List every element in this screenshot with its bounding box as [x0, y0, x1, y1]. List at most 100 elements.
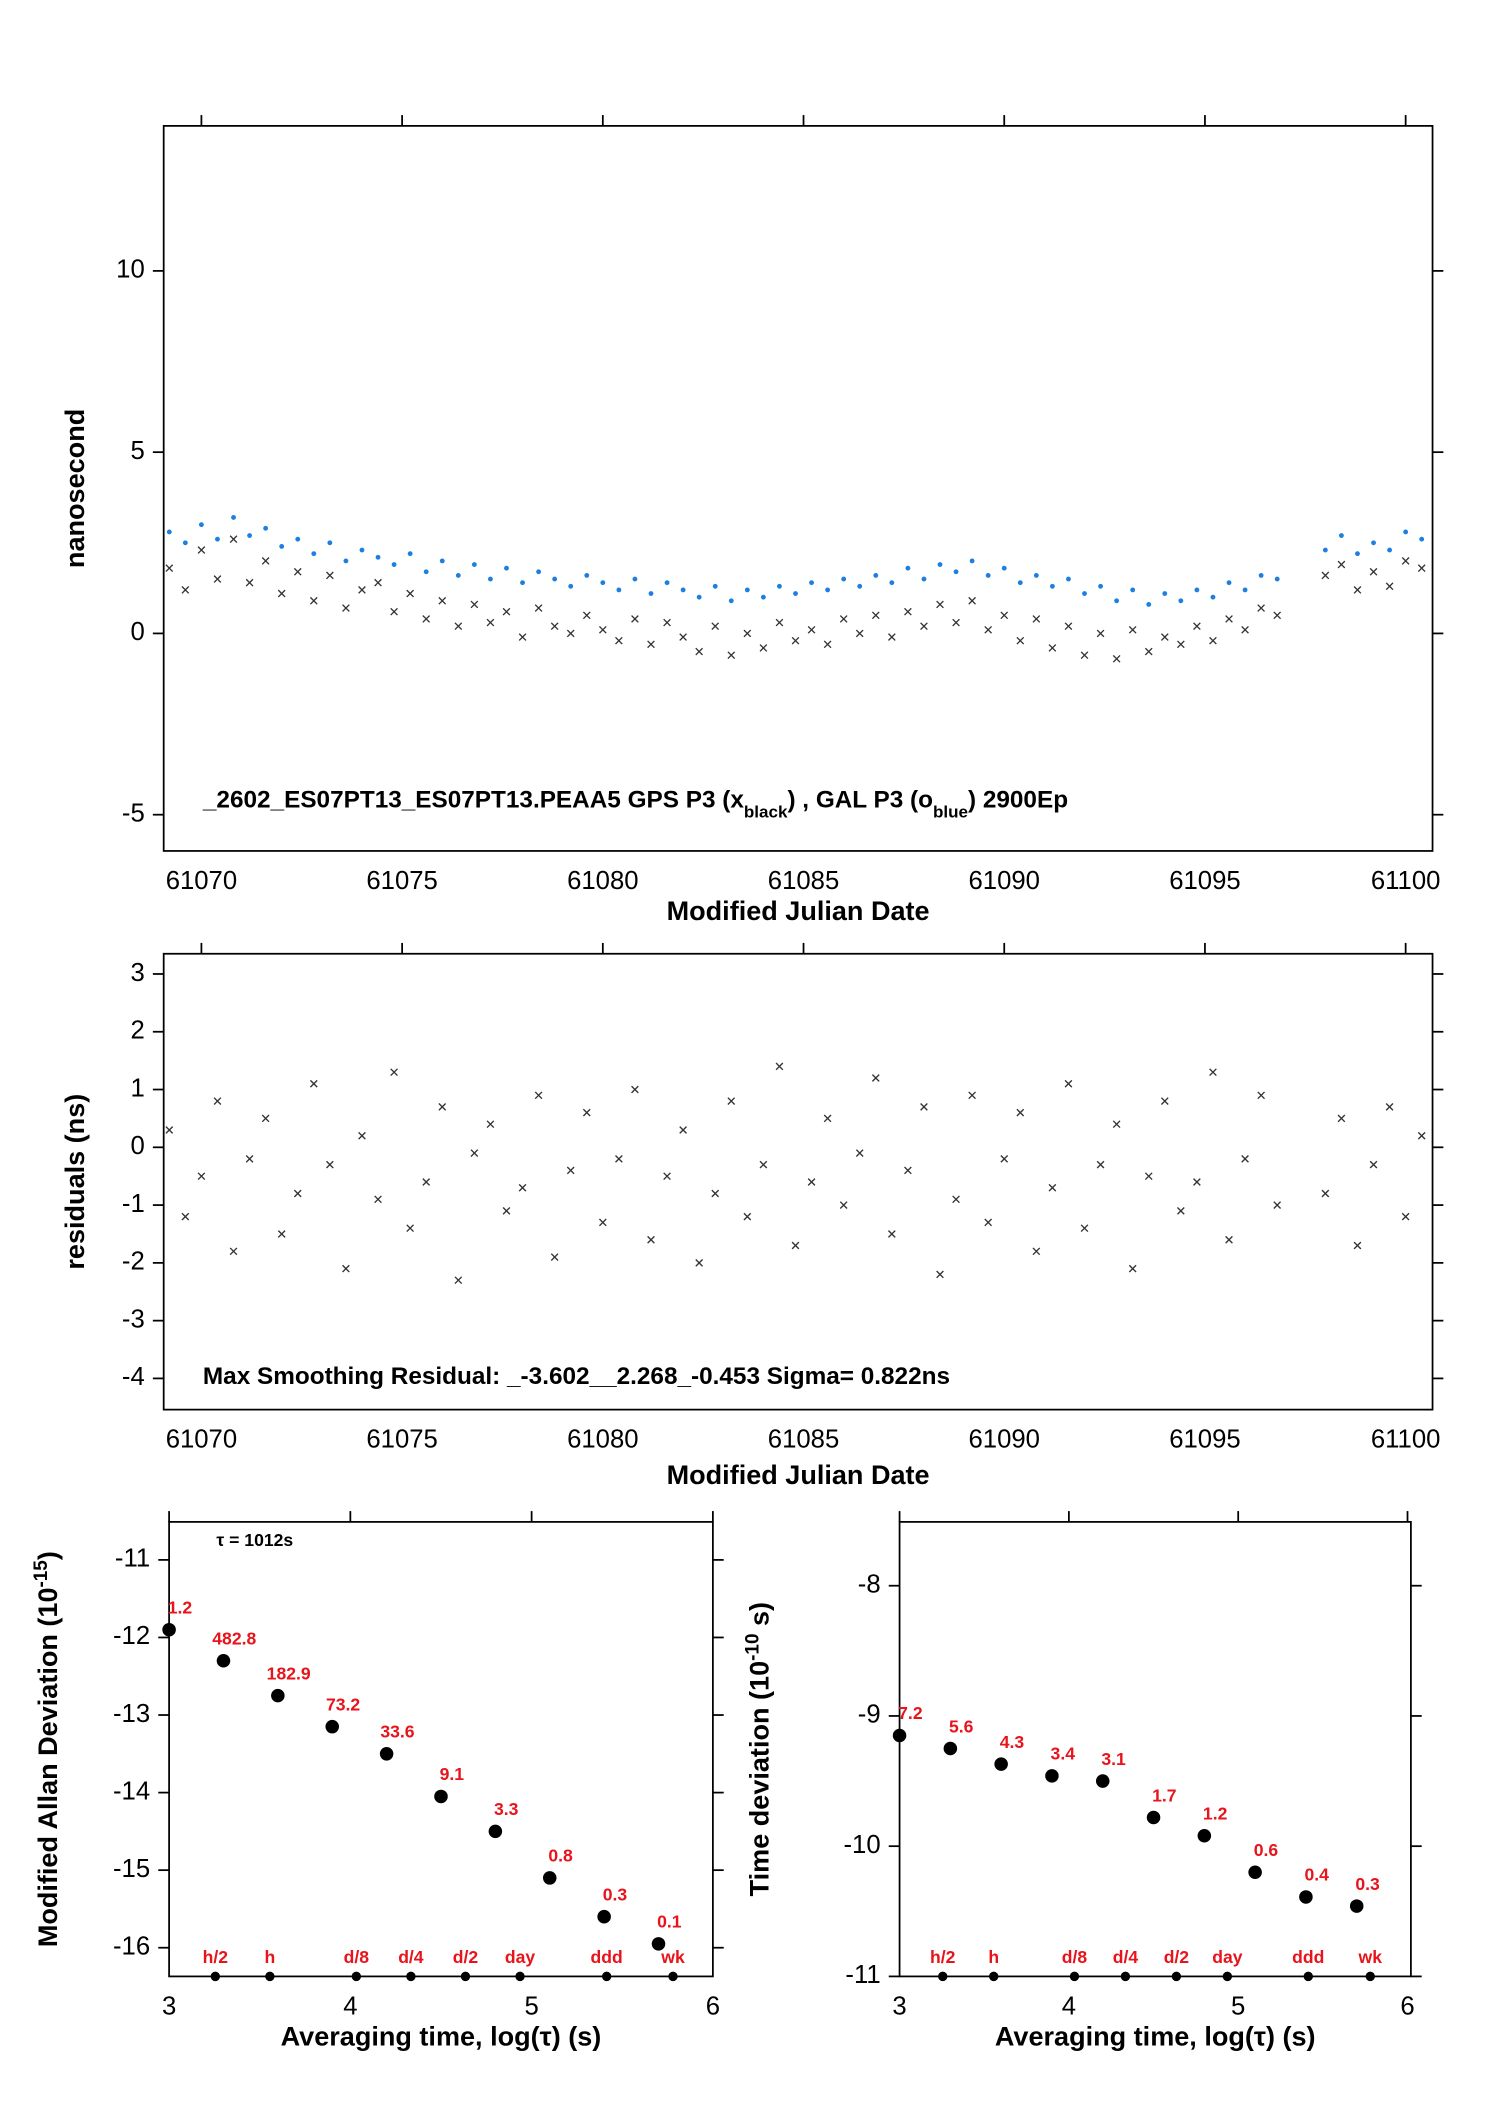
x-tick-label: 5: [1231, 1992, 1245, 2020]
x-tick-label: 61080: [567, 1425, 638, 1453]
y-axis-label: Time deviation (10-10 s): [742, 1602, 775, 1896]
text-part: τ = 1012s: [216, 1530, 293, 1550]
point-cross: [1369, 567, 1378, 576]
point-dot: [1049, 583, 1055, 589]
y-tick-label: -14: [113, 1777, 150, 1805]
point-cross: [470, 1149, 479, 1157]
panel: -5 0 5 10 61070 61075 61080 61085 61090 61095 6110…: [60, 115, 1444, 926]
point-cross: [695, 647, 704, 656]
point-cross: [839, 1201, 848, 1209]
point-cross: [390, 607, 398, 616]
point-dot: [1082, 591, 1087, 596]
point-cross: [823, 640, 832, 649]
data-point: [1146, 1810, 1161, 1825]
y-tick-label: -4: [122, 1363, 145, 1391]
data-point: [325, 1719, 339, 1734]
point-cross: [1209, 1068, 1217, 1077]
x-tick-label: 61070: [166, 867, 237, 895]
point-dot: [1194, 587, 1200, 593]
x-tick-label: 5: [524, 1992, 538, 2020]
point-cross: [615, 636, 623, 645]
point-cross: [534, 1091, 543, 1100]
point-cross: [598, 1218, 607, 1227]
time-marker-label: d/8: [1062, 1947, 1088, 1967]
text-part: nanosecond: [60, 409, 90, 568]
point-cross: [791, 1241, 800, 1250]
point-dot: [809, 580, 814, 586]
data-point: [271, 1688, 285, 1703]
point-dot: [391, 562, 397, 567]
point-dot: [536, 569, 542, 575]
x-tick-label: 4: [1062, 1992, 1076, 2020]
point-cross: [213, 575, 222, 583]
x-tick-label: 61085: [768, 1425, 839, 1453]
point-cross: [711, 1189, 720, 1198]
point-label: 4.3: [1000, 1732, 1025, 1752]
point-dot: [1066, 576, 1071, 582]
point-cross: [165, 1126, 174, 1134]
point-cross: [582, 1108, 591, 1117]
time-marker-label: ddd: [591, 1947, 623, 1967]
point-dot: [439, 558, 445, 564]
point-cross: [1160, 633, 1169, 641]
point-dot: [247, 533, 253, 538]
point-cross: [1417, 1131, 1426, 1140]
point-cross: [984, 1218, 993, 1227]
point-dot: [712, 583, 718, 589]
point-cross: [663, 618, 671, 627]
x-tick-label: 61085: [768, 867, 839, 895]
y-axis-label: residuals (ns): [60, 1094, 90, 1270]
point-label: 5.6: [949, 1716, 974, 1736]
point-dot: [1242, 587, 1248, 593]
time-marker-label: day: [1212, 1947, 1243, 1967]
panel: -16 -15 -14 -13 -12 -11 3 4 5 6 Averaging time, lo…: [30, 1511, 724, 2051]
time-marker-label: h/2: [930, 1947, 956, 1967]
time-marker: [668, 1971, 678, 1982]
y-tick-label: 0: [130, 618, 144, 646]
point-label: 3.3: [494, 1799, 519, 1819]
point-cross: [358, 586, 366, 594]
point-cross: [534, 604, 543, 612]
point-cross: [1032, 615, 1041, 623]
point-cross: [486, 618, 495, 627]
text-part: ) 2900Ep: [968, 787, 1068, 814]
point-dot: [937, 562, 943, 567]
point-dot: [584, 572, 590, 578]
x-tick-label: 61100: [1371, 1425, 1441, 1453]
point-dot: [1017, 580, 1023, 586]
y-tick-label: -1: [122, 1190, 145, 1218]
point-cross: [1096, 629, 1105, 638]
point-dot: [1403, 529, 1409, 535]
point-dot: [568, 583, 574, 589]
point-cross: [952, 618, 960, 627]
data-point: [651, 1937, 666, 1951]
point-dot: [1146, 601, 1152, 607]
point-cross: [1080, 1224, 1089, 1233]
time-marker: [938, 1971, 948, 1982]
point-cross: [887, 1230, 896, 1238]
point-dot: [1387, 547, 1393, 553]
x-tick-label: 61090: [969, 1425, 1040, 1453]
x-tick-label: 6: [706, 1992, 720, 2020]
time-marker: [406, 1971, 416, 1982]
point-cross: [615, 1155, 623, 1163]
y-tick-label: -10: [843, 1831, 880, 1859]
point-cross: [1048, 1183, 1057, 1192]
point-cross: [165, 564, 174, 573]
point-dot: [728, 598, 734, 604]
point-cross: [374, 578, 382, 587]
y-tick-label: -16: [113, 1932, 150, 1960]
point-label: 0.4: [1305, 1865, 1330, 1885]
x-axis-label: Averaging time, log(τ) (s): [995, 2021, 1316, 2051]
point-dot: [407, 551, 413, 557]
point-cross: [1241, 1155, 1249, 1163]
point-dot: [198, 522, 204, 528]
text-part: Time deviation (10: [744, 1661, 774, 1897]
y-tick-label: 5: [130, 437, 144, 465]
point-cross: [326, 571, 334, 580]
time-marker: [988, 1971, 999, 1982]
point-cross: [309, 1079, 318, 1088]
point-cross: [1064, 1079, 1073, 1088]
point-cross: [1321, 571, 1330, 580]
panel: -11 -10 -9 -8 3 4 5 6 Averaging time, log(τ) (s)…: [742, 1511, 1422, 2051]
